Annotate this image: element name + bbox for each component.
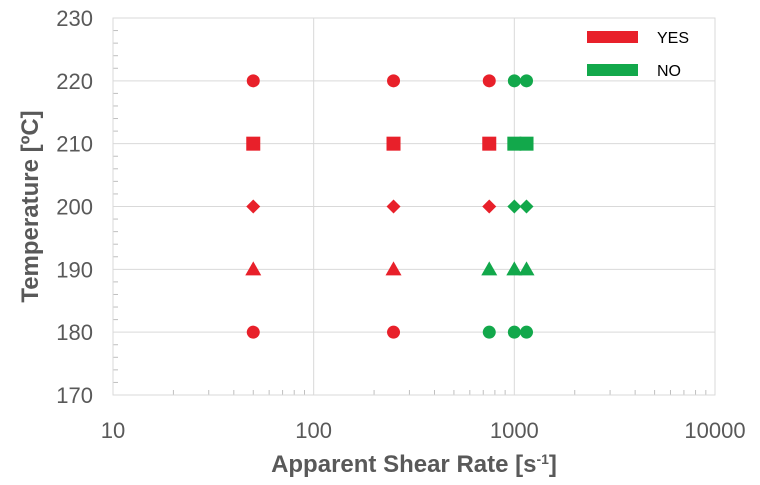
x-axis-title-main: Apparent Shear Rate [s [271,451,536,478]
plot-frame [112,17,716,396]
x-tick-label: 1000 [490,418,539,443]
y-tick-label: 170 [56,383,93,408]
yes-triangle-marker [385,261,402,276]
yes-circle-marker [246,325,260,339]
yes-circle-marker [387,74,401,88]
minor-ticks [113,30,707,395]
yes-triangle-marker [245,261,262,276]
no-circle-marker [520,74,534,88]
x-axis-title-end: ] [549,451,557,478]
yes-circle-marker [482,74,496,88]
legend-swatch-no [587,64,638,76]
no-triangle-marker [506,261,523,276]
no-square-marker [507,136,522,151]
x-tick-label: 100 [295,418,332,443]
yes-diamond-marker [246,199,261,214]
legend-label-no: NO [657,63,681,80]
y-tick-label: 220 [56,69,93,94]
yes-diamond-marker [482,199,497,214]
no-circle-marker [507,74,521,88]
no-triangle-marker [518,261,535,276]
no-circle-marker [482,325,496,339]
yes-diamond-marker [386,199,401,214]
yes-square-marker [246,136,261,151]
y-tick-label: 200 [56,195,93,220]
x-tick-label: 10 [101,418,125,443]
yes-square-marker [386,136,401,151]
y-tick-labels: 170 180 190 200 210 220 230 [56,6,93,408]
yes-circle-marker [246,74,260,88]
x-tick-labels: 10 100 1000 10000 [101,418,746,443]
data-points [245,74,535,339]
y-tick-label: 230 [56,6,93,31]
no-circle-marker [507,325,521,339]
x-axis-title: Apparent Shear Rate [s-1] [271,451,557,478]
yes-circle-marker [387,325,401,339]
no-triangle-marker [481,261,498,276]
x-tick-label: 10000 [684,418,745,443]
yes-square-marker [482,136,497,151]
no-circle-marker [520,325,534,339]
y-tick-label: 190 [56,257,93,282]
y-axis-title: Temperature [ºC] [17,110,44,302]
x-axis-title-sup: -1 [536,451,549,467]
no-diamond-marker [507,199,522,214]
legend: YES NO [587,30,689,80]
legend-label-yes: YES [657,30,689,47]
no-square-marker [519,136,534,151]
y-tick-label: 180 [56,320,93,345]
legend-swatch-yes [587,31,638,43]
no-diamond-marker [519,199,534,214]
y-tick-label: 210 [56,132,93,157]
